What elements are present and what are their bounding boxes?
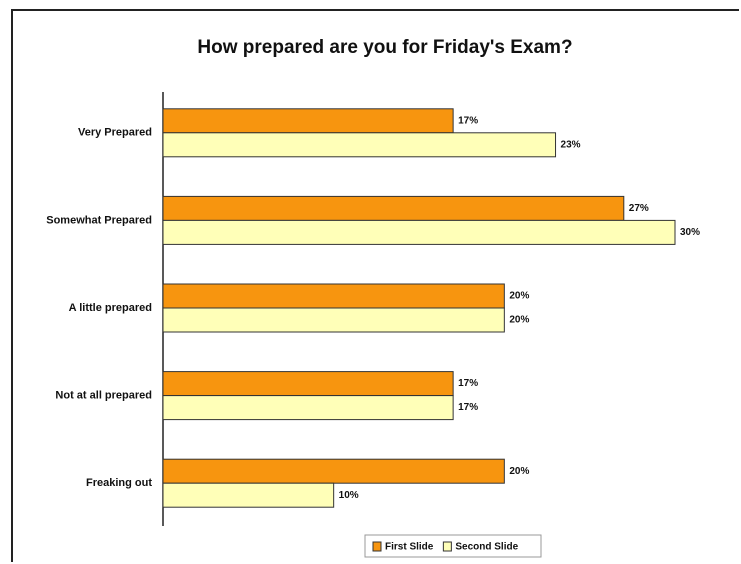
data-label: 27% (629, 203, 649, 214)
data-label: 20% (509, 315, 529, 326)
data-label: 17% (458, 115, 478, 126)
legend-swatch (372, 541, 382, 552)
y-tick-label: Very Prepared (78, 127, 152, 139)
bar (162, 395, 454, 421)
legend-label: First Slide (385, 542, 434, 553)
frame (11, 9, 739, 562)
y-tick-label: A little prepared (69, 302, 152, 314)
bar (162, 283, 505, 309)
bar (162, 195, 625, 221)
bar (162, 371, 454, 397)
legend-label: Second Slide (455, 542, 518, 553)
legend-box (364, 534, 542, 558)
y-tick-label: Not at all prepared (55, 390, 152, 402)
chart-title: How prepared are you for Friday's Exam? (197, 37, 572, 58)
data-label: 17% (458, 378, 478, 389)
bar (162, 307, 505, 333)
legend-swatch (442, 541, 452, 552)
bar (162, 458, 505, 484)
bar (162, 219, 676, 245)
data-label: 30% (680, 227, 700, 238)
bar (162, 108, 454, 134)
data-label: 17% (458, 402, 478, 413)
bar (162, 482, 335, 508)
data-label: 10% (339, 490, 359, 501)
data-label: 23% (561, 139, 581, 150)
data-label: 20% (509, 466, 529, 477)
bar (162, 132, 557, 158)
data-label: 20% (509, 291, 529, 302)
y-tick-label: Freaking out (86, 477, 152, 489)
y-tick-label: Somewhat Prepared (46, 214, 152, 226)
